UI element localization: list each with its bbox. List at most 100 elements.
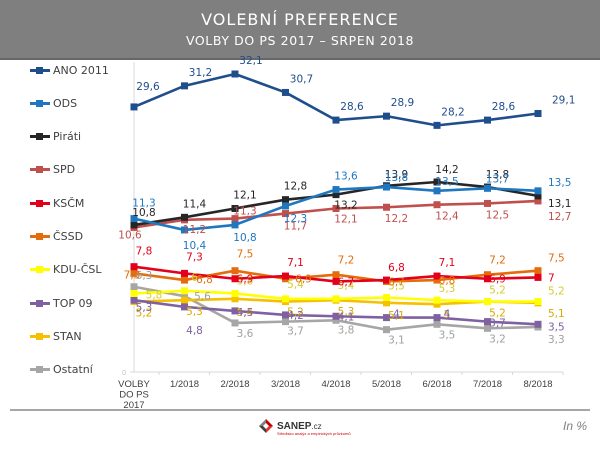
chart-header: VOLEBNÍ PREFERENCE VOLBY DO PS 2017 – SR… [0, 0, 600, 60]
data-point-spd [433, 201, 441, 209]
data-point-ods [484, 184, 491, 192]
sanep-logo-icon [258, 418, 274, 434]
x-tick-label: 5/2018 [372, 379, 401, 390]
data-point-spd [332, 205, 340, 212]
data-point-kdu-csl [332, 295, 340, 303]
data-point-ano-2011 [231, 70, 239, 78]
data-point-top-09 [484, 318, 491, 326]
data-point-spd [282, 210, 289, 218]
data-point-ods [231, 221, 239, 229]
data-point-stan [231, 295, 239, 303]
x-tick-label: 7/2018 [473, 379, 502, 390]
data-point-ostatni [282, 318, 289, 326]
data-label-top-09: 3,5 [548, 321, 565, 333]
data-label-ods: 13,7 [486, 173, 509, 185]
data-label-pirati: 10,8 [132, 207, 155, 219]
data-label-stan: 5,4 [237, 307, 254, 319]
data-label-kscm: 6,9 [237, 274, 254, 286]
legend-label: ČSSD [53, 230, 84, 243]
data-label-cssd: 7,5 [548, 253, 565, 265]
data-point-cssd [231, 267, 239, 275]
data-point-stan [433, 300, 441, 308]
data-point-pirati [231, 205, 239, 212]
data-point-pirati [282, 196, 289, 204]
legend-swatch [30, 166, 50, 174]
data-label-top-09: 4 [393, 309, 400, 321]
legend-label: SPD [53, 163, 76, 177]
data-label-stan: 5,2 [287, 307, 304, 319]
legend-item-kscm: KSČM [30, 195, 84, 211]
data-label-pirati: 12,1 [233, 190, 256, 202]
data-point-ostatni [332, 316, 340, 324]
data-label-ano-2011: 28,6 [340, 101, 364, 113]
logo-tagline: Středisko analýz a empirických průzkumů [277, 431, 351, 436]
data-label-ano-2011: 29,1 [552, 95, 575, 107]
data-label-kscm: 7,8 [136, 246, 153, 258]
data-point-cssd [534, 267, 542, 275]
data-label-ostatni: 3,5 [439, 329, 456, 341]
data-label-ano-2011: 30,7 [290, 73, 313, 85]
data-label-cssd: 7,5 [237, 249, 254, 261]
legend-swatch [30, 266, 50, 274]
data-label-pirati: 13,8 [486, 169, 509, 181]
data-point-kdu-csl [433, 296, 441, 304]
legend-item-pirati: Piráti [30, 129, 81, 145]
data-label-ods: 13,5 [435, 176, 458, 188]
data-point-top-09 [282, 311, 289, 319]
legend-swatch [30, 99, 50, 107]
data-point-kdu-csl [181, 287, 188, 295]
data-point-ods [534, 187, 542, 195]
data-point-cssd [332, 271, 340, 279]
data-label-ostatni: 3,3 [548, 334, 565, 346]
data-label-top-09: 4,1 [338, 311, 355, 323]
legend-label: Ostatní [53, 363, 93, 377]
data-label-ods: 10,4 [183, 240, 207, 252]
legend-item-ods: ODS [30, 95, 77, 111]
data-point-kdu-csl [282, 295, 289, 303]
data-label-kscm: 7,1 [439, 257, 456, 269]
legend-label: KSČM [53, 196, 85, 210]
data-label-top-09: 4,2 [287, 310, 304, 322]
data-label-cssd: 6,7 [388, 276, 405, 288]
data-label-kdu-csl: 5,4 [338, 280, 355, 292]
data-label-spd: 12,4 [435, 211, 459, 223]
chart-subtitle: VOLBY DO PS 2017 – SRPEN 2018 [185, 33, 415, 48]
legend-swatch [30, 66, 50, 74]
data-point-ostatni [181, 292, 188, 300]
legend-item-spd: SPD [30, 162, 75, 178]
data-label-ostatni: 3,2 [489, 333, 506, 345]
data-label-stan: 5,1 [388, 310, 405, 322]
data-label-ostatni: 3,8 [338, 324, 355, 336]
data-label-stan: 5,1 [548, 308, 565, 320]
legend-label: TOP 09 [53, 296, 93, 310]
x-tick-label: 6/2018 [422, 379, 451, 390]
data-label-ostatni: 3,6 [237, 328, 254, 340]
data-label-top-09: 4,5 [237, 307, 254, 319]
legend-item-ano-2011: ANO 2011 [30, 62, 109, 78]
data-label-ods: 13,8 [385, 172, 408, 184]
legend-item-top-09: TOP 09 [30, 295, 93, 311]
data-label-pirati: 14,2 [435, 164, 458, 176]
data-point-ano-2011 [130, 103, 138, 111]
data-point-stan [181, 296, 188, 304]
data-label-top-09: 4 [444, 309, 451, 321]
y-tick-label: 0 [122, 370, 126, 377]
data-point-kscm [130, 263, 138, 271]
legend-swatch [30, 133, 50, 141]
data-label-spd: 10,6 [118, 229, 142, 241]
data-label-cssd: 6,9 [295, 274, 312, 286]
legend-label: Piráti [53, 130, 82, 144]
data-label-kdu-csl: 5,3 [439, 283, 456, 295]
data-label-ano-2011: 31,2 [189, 67, 212, 79]
data-point-top-09 [130, 296, 138, 304]
x-tick-label: 4/2018 [321, 379, 350, 390]
unit-label: In % [563, 419, 588, 433]
legend-swatch [30, 299, 50, 307]
data-label-kscm: 7,3 [186, 251, 203, 263]
data-point-kscm [484, 275, 491, 283]
data-point-ano-2011 [282, 88, 289, 96]
legend-swatch [30, 233, 50, 240]
legend-label: STAN [53, 329, 82, 343]
data-point-ano-2011 [433, 121, 441, 129]
data-label-top-09: 4,8 [186, 325, 203, 337]
